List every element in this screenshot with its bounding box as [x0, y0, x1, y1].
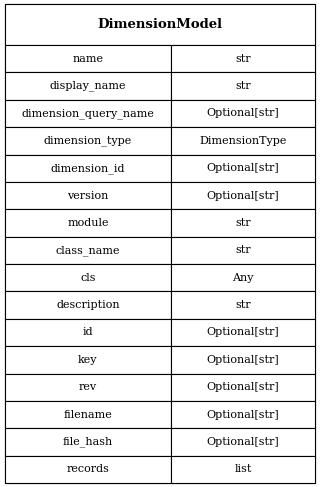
Bar — [171, 456, 315, 483]
Text: version: version — [67, 190, 108, 201]
Text: DimensionModel: DimensionModel — [97, 18, 223, 31]
Bar — [5, 346, 171, 374]
Text: str: str — [235, 300, 251, 310]
Text: Any: Any — [232, 273, 254, 283]
Bar — [171, 237, 315, 264]
Bar — [5, 45, 171, 73]
Bar — [171, 127, 315, 154]
Text: dimension_query_name: dimension_query_name — [21, 108, 154, 119]
Bar — [171, 291, 315, 319]
Bar — [171, 182, 315, 209]
Text: Optional[str]: Optional[str] — [207, 190, 279, 201]
Text: name: name — [72, 54, 103, 64]
Text: DimensionType: DimensionType — [199, 136, 287, 146]
Text: id: id — [83, 327, 93, 337]
Text: records: records — [66, 465, 109, 474]
Bar — [171, 73, 315, 100]
Bar — [5, 4, 315, 45]
Bar — [5, 291, 171, 319]
Bar — [5, 374, 171, 401]
Text: Optional[str]: Optional[str] — [207, 382, 279, 392]
Bar — [5, 456, 171, 483]
Text: dimension_id: dimension_id — [51, 163, 125, 173]
Text: filename: filename — [63, 410, 112, 420]
Bar — [171, 319, 315, 346]
Text: dimension_type: dimension_type — [44, 135, 132, 146]
Text: Optional[str]: Optional[str] — [207, 437, 279, 447]
Bar — [5, 429, 171, 456]
Text: str: str — [235, 245, 251, 255]
Text: key: key — [78, 355, 98, 365]
Bar — [5, 237, 171, 264]
Text: Optional[str]: Optional[str] — [207, 163, 279, 173]
Text: Optional[str]: Optional[str] — [207, 410, 279, 420]
Bar — [171, 209, 315, 237]
Bar — [171, 374, 315, 401]
Text: display_name: display_name — [50, 81, 126, 92]
Text: str: str — [235, 81, 251, 91]
Bar — [5, 73, 171, 100]
Bar — [5, 182, 171, 209]
Bar — [5, 401, 171, 429]
Text: str: str — [235, 218, 251, 228]
Bar — [5, 319, 171, 346]
Text: cls: cls — [80, 273, 96, 283]
Text: str: str — [235, 54, 251, 64]
Text: list: list — [234, 465, 252, 474]
Bar — [171, 346, 315, 374]
Text: Optional[str]: Optional[str] — [207, 109, 279, 118]
Text: module: module — [67, 218, 108, 228]
Text: class_name: class_name — [56, 245, 120, 256]
Bar — [171, 429, 315, 456]
Bar — [5, 100, 171, 127]
Bar — [171, 100, 315, 127]
Bar — [171, 154, 315, 182]
Text: Optional[str]: Optional[str] — [207, 327, 279, 337]
Bar — [171, 45, 315, 73]
Text: description: description — [56, 300, 120, 310]
Bar — [5, 127, 171, 154]
Bar — [5, 209, 171, 237]
Text: file_hash: file_hash — [63, 437, 113, 448]
Bar — [5, 264, 171, 291]
Bar — [171, 264, 315, 291]
Text: rev: rev — [79, 382, 97, 392]
Text: Optional[str]: Optional[str] — [207, 355, 279, 365]
Bar — [171, 401, 315, 429]
Bar — [5, 154, 171, 182]
